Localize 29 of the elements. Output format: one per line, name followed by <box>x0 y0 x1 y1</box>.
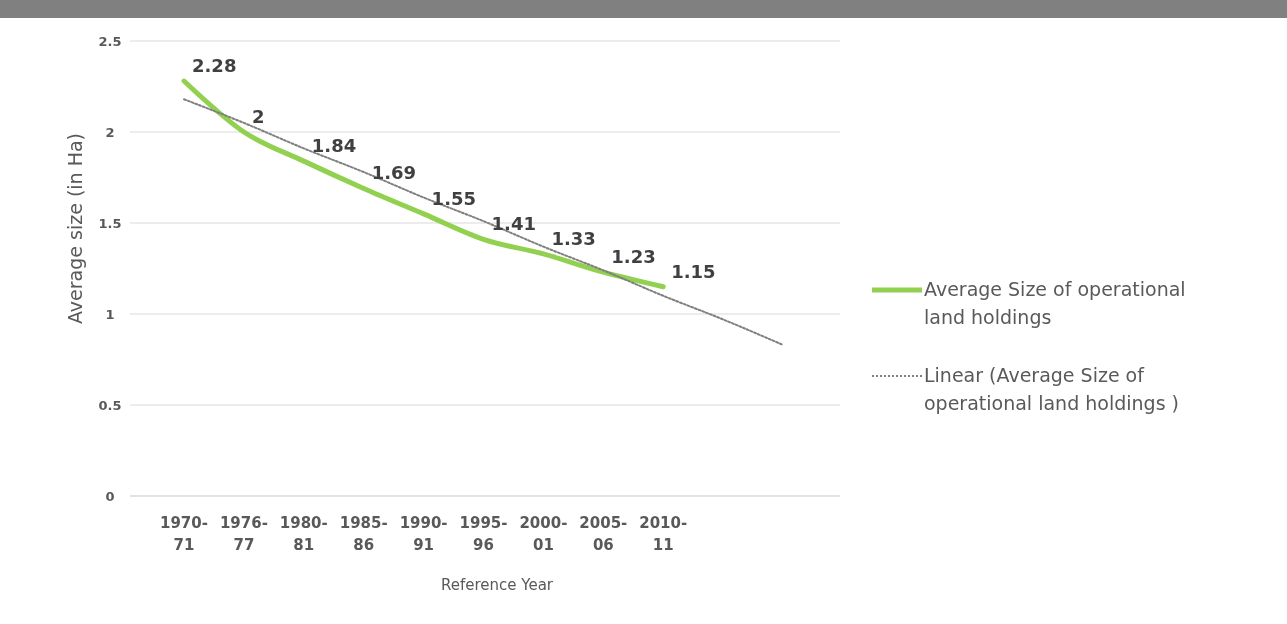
x-axis-title: Reference Year <box>440 576 554 594</box>
x-tick-label: 2005-06 <box>579 514 628 554</box>
x-tick-label: 1980-81 <box>279 514 328 554</box>
x-tick-label: 1985-86 <box>339 514 388 554</box>
y-tick-label: 1.5 <box>98 216 122 231</box>
y-tick-label: 2.5 <box>98 34 122 49</box>
legend-label: Linear (Average Size of operational land holdings ) <box>924 364 1179 414</box>
x-tick-label: 1995-96 <box>459 514 508 554</box>
data-label: 2.28 <box>192 55 237 77</box>
line-series <box>183 98 785 346</box>
x-tick-label: 1976-77 <box>219 514 268 554</box>
data-label: 1.23 <box>611 246 656 268</box>
legend-label: Average Size of operational land holdings <box>924 278 1186 328</box>
y-axis-title: Average size (in Ha) <box>64 132 86 325</box>
data-label: 1.15 <box>671 260 716 282</box>
data-label: 1.69 <box>371 162 417 184</box>
x-tick-label: 1970-71 <box>160 514 208 554</box>
y-tick-label: 0.5 <box>98 398 122 413</box>
x-tick-label: 2010-11 <box>639 514 688 554</box>
y-tick-label: 2 <box>105 125 115 140</box>
data-label: 1.84 <box>311 135 357 157</box>
data-label: 1.55 <box>431 187 477 209</box>
x-tick-label: 2000-01 <box>519 514 568 554</box>
data-label: 1.41 <box>491 213 536 235</box>
x-tick-label: 1990-91 <box>399 514 448 554</box>
data-label: 1.33 <box>551 227 596 249</box>
data-label: 2 <box>251 106 265 127</box>
y-tick-label: 1 <box>105 307 115 322</box>
y-tick-label: 0 <box>105 489 115 504</box>
